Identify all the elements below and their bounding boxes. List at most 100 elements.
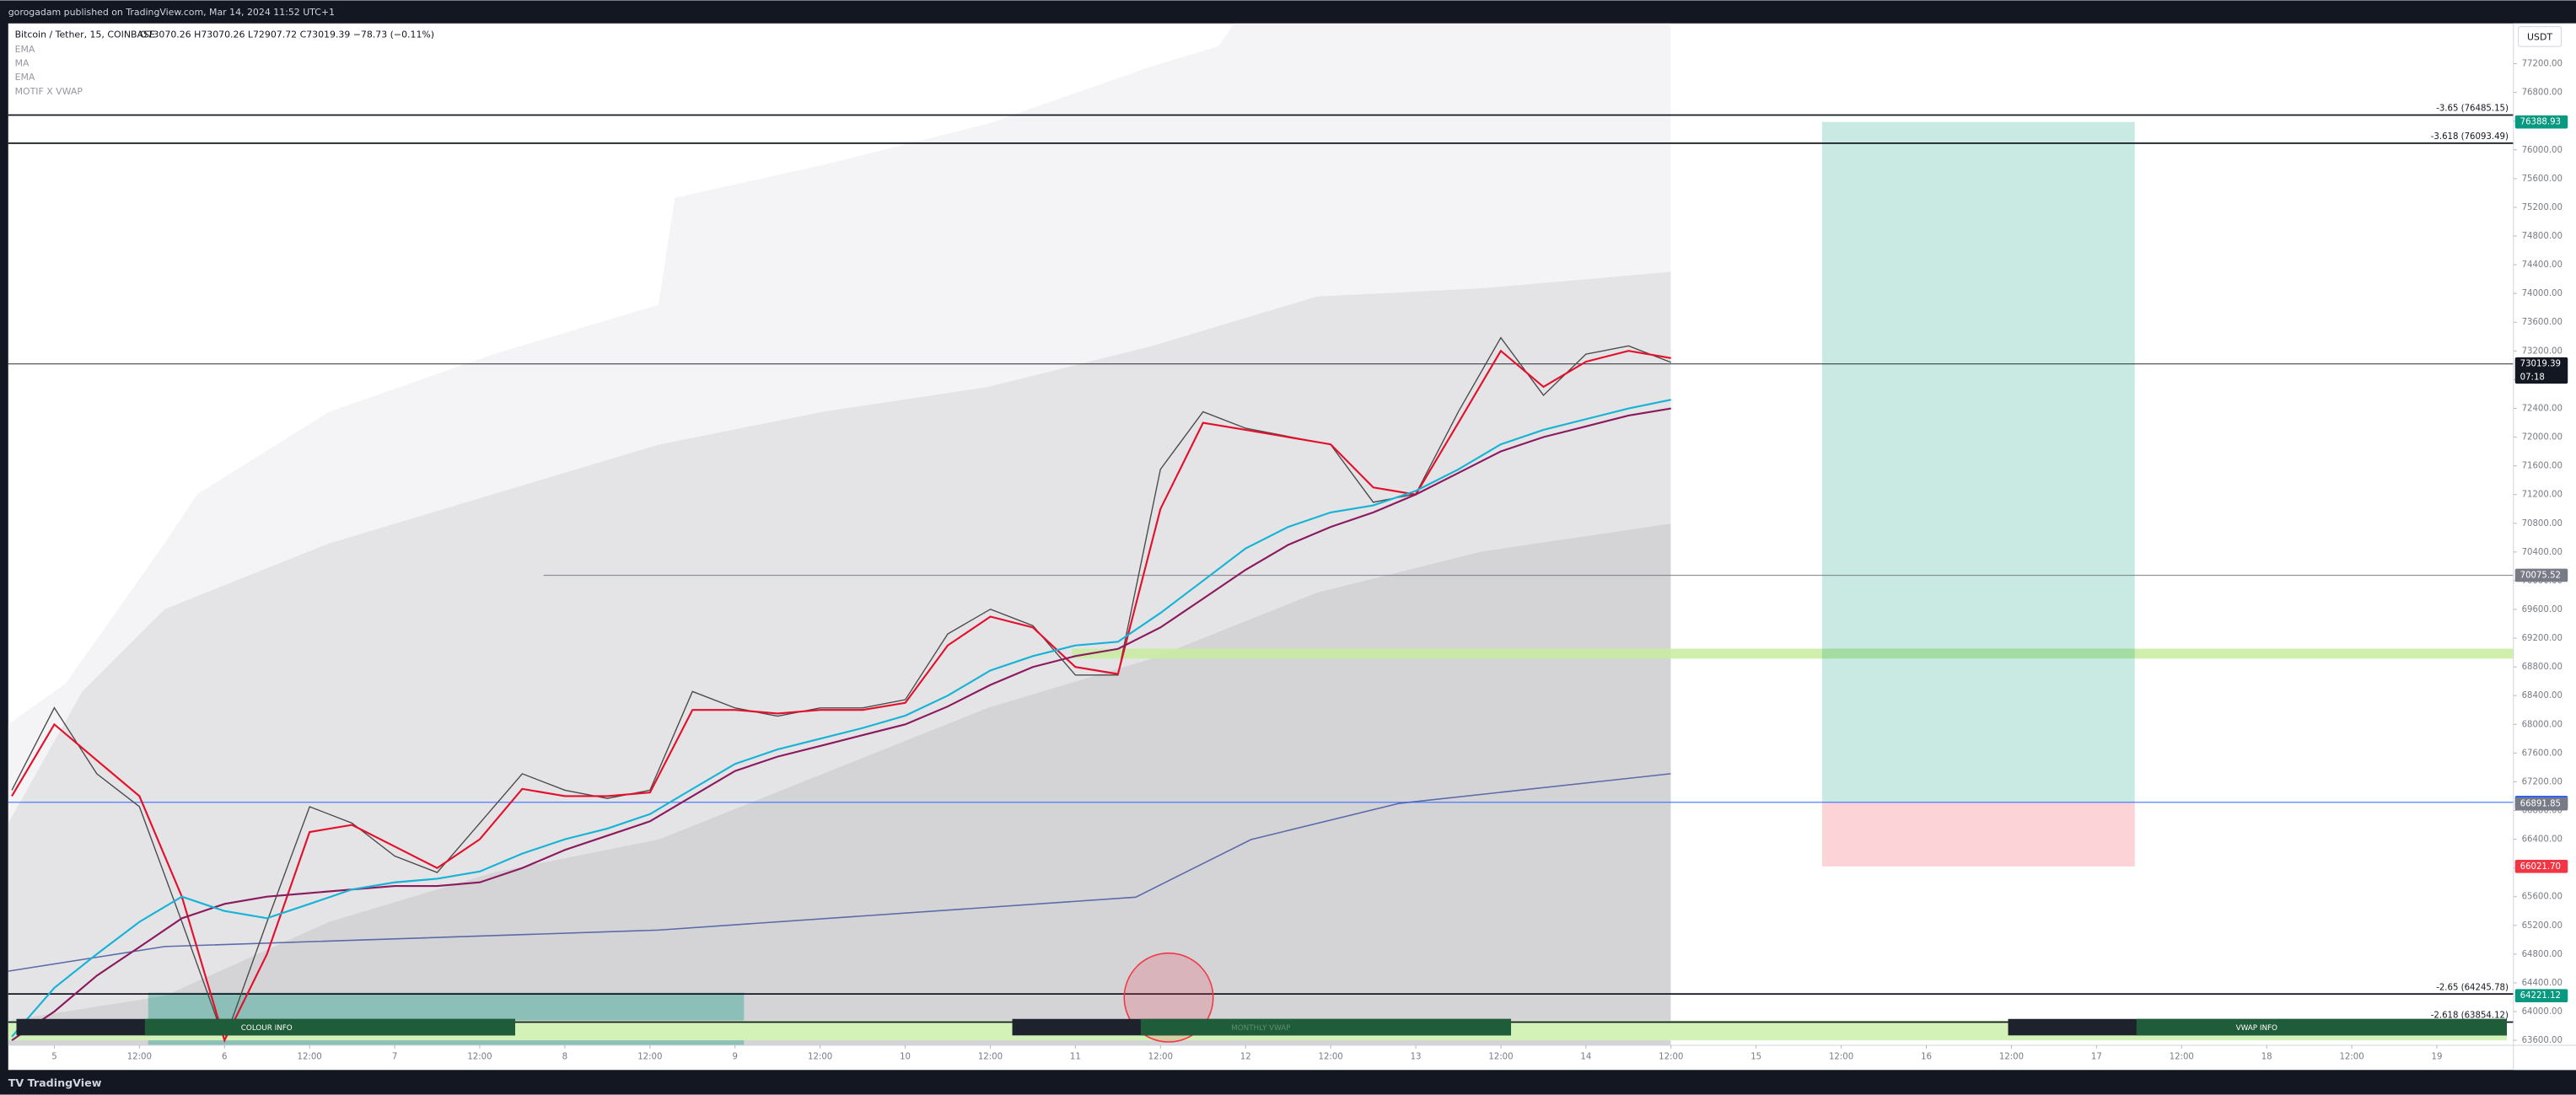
price-label-box bbox=[2514, 860, 2568, 873]
price-label: 66891.85 bbox=[2520, 800, 2561, 809]
y-tick-label: 71200.00 bbox=[2522, 491, 2563, 500]
x-tick-label: 15 bbox=[1750, 1053, 1761, 1062]
x-tick-label: 12:00 bbox=[978, 1053, 1003, 1062]
y-tick-label: 73200.00 bbox=[2522, 346, 2563, 356]
x-tick-label: 19 bbox=[2432, 1053, 2443, 1062]
y-tick-label: 64000.00 bbox=[2522, 1007, 2563, 1017]
axes: 63600.00 64000.00 64400.00 64800.00 65200.00… bbox=[51, 60, 2568, 1062]
legend-symbol: Bitcoin / Tether, 15, COINBASE bbox=[15, 29, 155, 40]
y-tick-label: 65200.00 bbox=[2522, 921, 2563, 931]
x-tick-label: 16 bbox=[1921, 1053, 1932, 1062]
y-tick-label: 71600.00 bbox=[2522, 462, 2563, 471]
legend-ohlc: O73070.26 H73070.26 L72907.72 C73019.39 … bbox=[140, 29, 434, 40]
fib-label: -3.618 (76093.49) bbox=[2431, 132, 2509, 142]
price-label: 64221.12 bbox=[2520, 991, 2561, 1001]
y-tick-label: 69200.00 bbox=[2522, 634, 2563, 643]
x-tick-label: 14 bbox=[1580, 1053, 1591, 1062]
header-title: gorogadam published on TradingView.com, … bbox=[8, 7, 335, 18]
y-tick-label: 74400.00 bbox=[2522, 260, 2563, 270]
legend-item: EMA bbox=[15, 72, 35, 83]
y-tick-label: 65600.00 bbox=[2522, 893, 2563, 902]
y-tick-label: 76000.00 bbox=[2522, 146, 2563, 155]
x-tick-label: 7 bbox=[392, 1053, 397, 1062]
y-tick-label: 68400.00 bbox=[2522, 691, 2563, 700]
fib-label: -2.618 (63854.12) bbox=[2431, 1012, 2509, 1021]
y-tick-label: 67600.00 bbox=[2522, 749, 2563, 758]
y-tick-label: 70400.00 bbox=[2522, 548, 2563, 557]
x-tick-label: 12:00 bbox=[1319, 1053, 1343, 1062]
y-tick-label: 73600.00 bbox=[2522, 318, 2563, 327]
y-tick-label: 75200.00 bbox=[2522, 203, 2563, 212]
price-label-box bbox=[2514, 568, 2568, 582]
price-label-box bbox=[2514, 357, 2568, 384]
indicator-line bbox=[11, 399, 1671, 1038]
x-tick-label: 8 bbox=[562, 1053, 567, 1062]
table-label: VWAP INFO bbox=[2236, 1024, 2278, 1033]
x-tick-label: 17 bbox=[2091, 1053, 2102, 1062]
legend-item: MA bbox=[15, 58, 30, 69]
x-tick-label: 12:00 bbox=[298, 1053, 322, 1062]
price-axis bbox=[2513, 23, 2576, 1071]
info-table: COLOUR INFO MONTHLY VWAP VWAP INFO bbox=[16, 1018, 2508, 1036]
x-tick-label: 12:00 bbox=[1148, 1053, 1173, 1062]
y-tick-label: 68800.00 bbox=[2522, 663, 2563, 672]
y-tick-label: 69600.00 bbox=[2522, 605, 2563, 615]
x-tick-label: 12:00 bbox=[1488, 1053, 1513, 1062]
x-tick-label: 10 bbox=[900, 1053, 911, 1062]
table-label: COLOUR INFO bbox=[241, 1024, 293, 1033]
x-tick-label: 12:00 bbox=[637, 1053, 662, 1062]
position-target bbox=[1821, 121, 2135, 802]
x-tick-label: 5 bbox=[51, 1053, 56, 1062]
fib-label: -3.65 (76485.15) bbox=[2436, 105, 2509, 114]
x-tick-label: 13 bbox=[1411, 1053, 1422, 1062]
table-cell bbox=[144, 1018, 515, 1036]
y-tick-label: 66400.00 bbox=[2522, 835, 2563, 845]
price-label-box bbox=[2514, 989, 2568, 1003]
x-tick-label: 11 bbox=[1070, 1053, 1081, 1062]
x-tick-label: 12:00 bbox=[1659, 1053, 1683, 1062]
y-tick-label: 63600.00 bbox=[2522, 1036, 2563, 1045]
y-tick-label: 74000.00 bbox=[2522, 289, 2563, 298]
x-tick-label: 18 bbox=[2261, 1053, 2272, 1062]
currency-box[interactable] bbox=[2518, 26, 2562, 47]
legend-item: EMA bbox=[15, 44, 35, 55]
price-label: 73019.39 bbox=[2520, 360, 2561, 369]
logo: TV bbox=[8, 1076, 28, 1088]
x-tick-label: 12:00 bbox=[2170, 1053, 2194, 1062]
table-cell bbox=[2136, 1018, 2508, 1036]
price-label: 76388.93 bbox=[2520, 118, 2561, 127]
price-label: 70075.52 bbox=[2520, 571, 2561, 580]
countdown: 07:18 bbox=[2520, 373, 2545, 382]
y-tick-label: 75600.00 bbox=[2522, 174, 2563, 184]
brand: TradingView bbox=[28, 1076, 102, 1088]
y-tick-label: 70800.00 bbox=[2522, 519, 2563, 529]
legend-item: MOTIF X VWAP bbox=[15, 86, 83, 97]
x-tick-label: 12:00 bbox=[1829, 1053, 1853, 1062]
y-tick-label: 77200.00 bbox=[2522, 60, 2563, 69]
x-tick-label: 12:00 bbox=[2339, 1053, 2364, 1062]
price-label-box bbox=[2514, 797, 2568, 811]
position-stop bbox=[1821, 802, 2135, 867]
y-tick-label: 76800.00 bbox=[2522, 89, 2563, 98]
x-tick-label: 12 bbox=[1240, 1053, 1251, 1062]
support-zone bbox=[1072, 648, 2514, 659]
price-label-box bbox=[2514, 115, 2568, 129]
x-tick-label: 9 bbox=[733, 1053, 738, 1062]
y-tick-label: 67200.00 bbox=[2522, 777, 2563, 786]
y-tick-label: 66800.00 bbox=[2522, 807, 2563, 816]
y-tick-label: 64800.00 bbox=[2522, 950, 2563, 959]
vwap-line bbox=[8, 773, 1671, 972]
table-label: MONTHLY VWAP bbox=[1231, 1024, 1290, 1033]
footer-brand: TV TradingView bbox=[8, 1076, 102, 1088]
fib-label: -2.65 (64245.78) bbox=[2436, 983, 2509, 992]
y-tick-label: 72400.00 bbox=[2522, 404, 2563, 413]
y-tick-label: 72000.00 bbox=[2522, 433, 2563, 443]
x-tick-label: 6 bbox=[222, 1053, 227, 1062]
legend: Bitcoin / Tether, 15, COINBASEO73070.26 … bbox=[15, 29, 434, 96]
x-tick-label: 12:00 bbox=[808, 1053, 832, 1062]
indicator-line bbox=[11, 407, 1671, 1042]
currency[interactable]: USDT bbox=[2527, 31, 2552, 42]
x-tick-label: 12:00 bbox=[467, 1053, 492, 1062]
